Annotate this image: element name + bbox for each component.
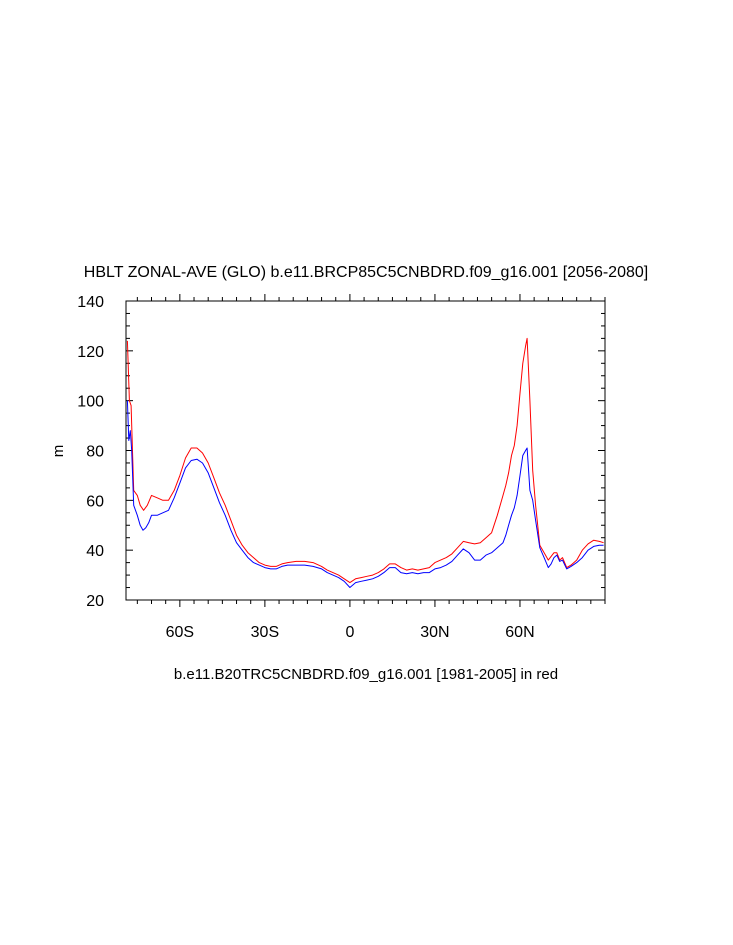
series-layer: [126, 337, 604, 588]
y-tick-label: 80: [86, 444, 104, 461]
y-tick-label: 120: [77, 344, 104, 361]
y-tick-label: 60: [86, 493, 104, 510]
x-axis-label: b.e11.B20TRC5CNBDRD.f09_g16.001 [1981-20…: [174, 666, 558, 683]
x-tick-label: 0: [345, 624, 354, 641]
x-tick-label: 30N: [420, 624, 449, 641]
x-tick-label: 30S: [251, 624, 279, 641]
chart-title: HBLT ZONAL-AVE (GLO) b.e11.BRCP85C5CNBDR…: [84, 264, 648, 281]
y-tick-label: 40: [86, 543, 104, 560]
y-axis-label: m: [50, 445, 67, 458]
y-tick-label: 140: [77, 294, 104, 311]
y-tick-label: 20: [86, 593, 104, 610]
x-tick-label: 60S: [166, 624, 194, 641]
x-tick-label: 60N: [505, 624, 534, 641]
series-line-blue: [126, 400, 604, 588]
series-line-red: [126, 337, 604, 584]
y-tick-label: 100: [77, 394, 104, 411]
axis-ticks: 20 40 60 80 100 120 140 60S 30S 0 30N 60N: [77, 294, 606, 641]
plot-frame: [125, 300, 606, 601]
